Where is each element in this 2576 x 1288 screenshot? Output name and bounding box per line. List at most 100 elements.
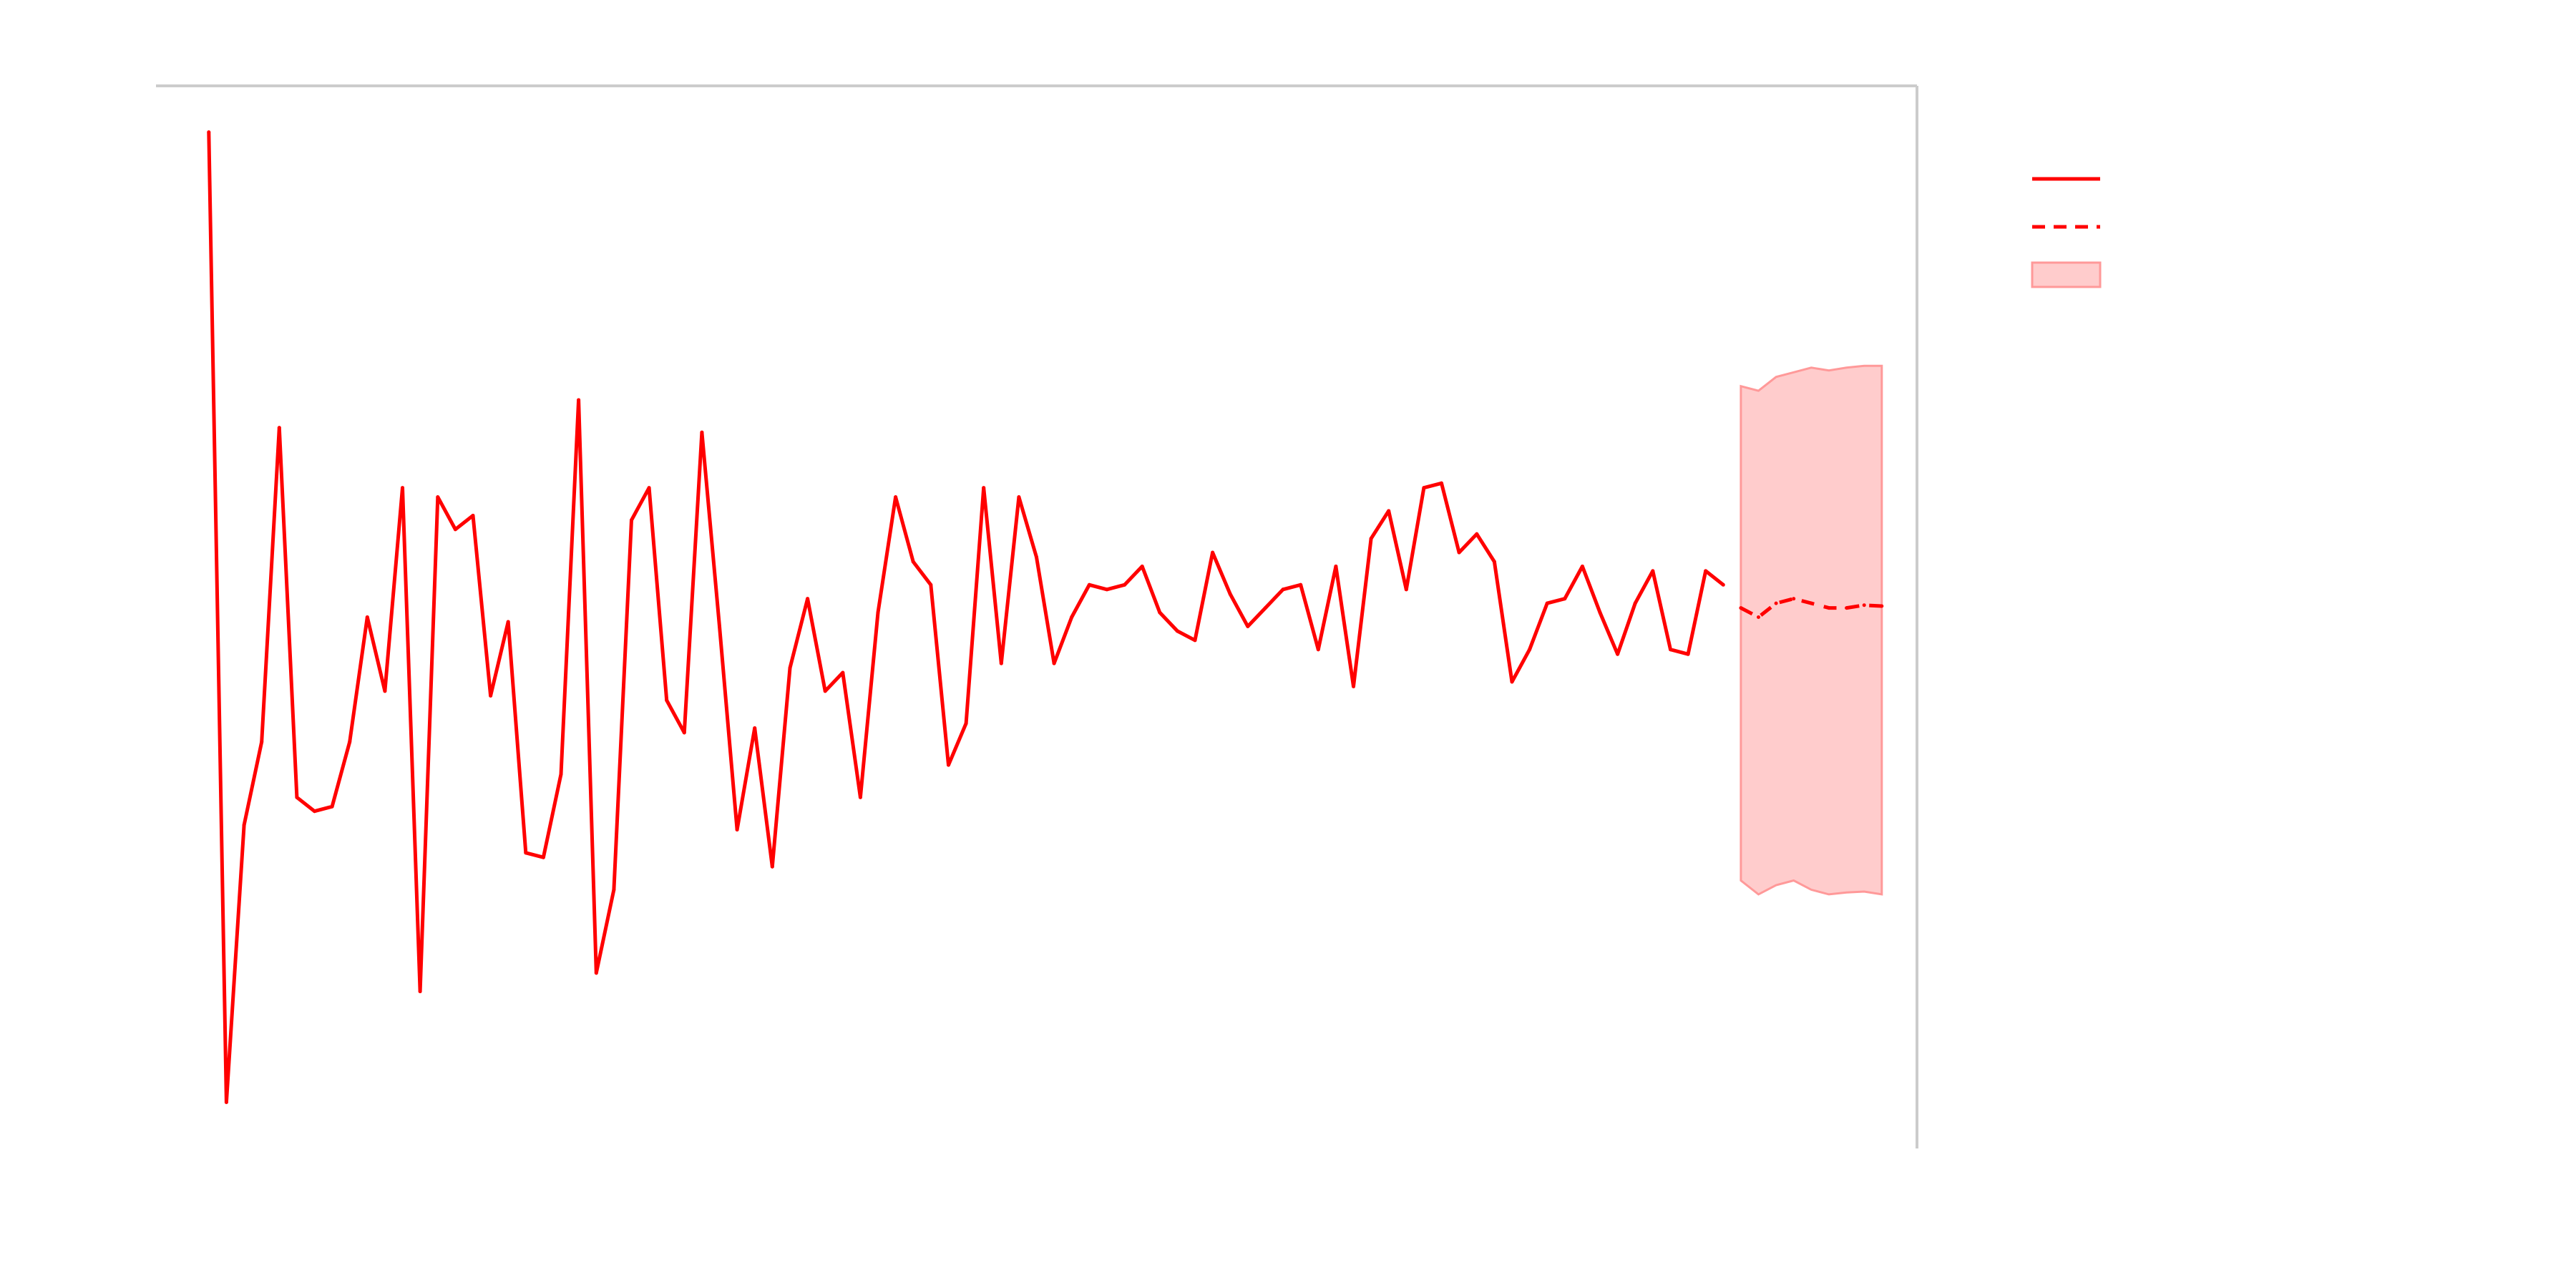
observed-point-4 [277,426,281,430]
observed-point-40 [911,560,915,564]
observed-point-13 [436,495,440,499]
observed-point-35 [823,689,827,693]
observed-point-82 [1651,569,1655,573]
observed-point-7 [330,804,334,809]
observed-point-2 [242,823,246,827]
observed-point-10 [383,689,387,693]
observed-point-20 [559,772,563,776]
observed-point-36 [841,670,845,675]
observed-point-27 [682,731,686,735]
observed-point-56 [1193,638,1197,643]
observed-point-34 [806,597,810,601]
observed-point-79 [1598,610,1602,615]
observed-point-75 [1528,648,1532,652]
observed-point-83 [1669,648,1672,652]
forecast-point-6 [1845,606,1849,610]
observed-point-14 [453,527,457,532]
observed-point-50 [1087,582,1091,587]
observed-point-32 [770,864,774,869]
observed-point-25 [647,486,651,490]
observed-point-28 [700,430,704,434]
observed-point-48 [1052,661,1056,665]
forecast-point-4 [1809,601,1813,605]
observed-point-37 [858,795,862,799]
observed-point-31 [753,726,757,730]
observed-point-45 [999,661,1003,665]
observed-point-71 [1457,550,1461,555]
observed-point-1 [224,1100,228,1104]
observed-point-60 [1263,606,1267,610]
observed-point-38 [876,610,880,615]
observed-point-8 [348,740,352,744]
observed-point-17 [506,620,510,624]
observed-point-70 [1440,481,1443,485]
observed-point-39 [894,495,898,499]
observed-point-24 [630,518,633,522]
observed-point-18 [524,851,528,855]
forecast-point-7 [1862,603,1866,608]
observed-point-30 [735,828,739,831]
observed-point-22 [594,971,598,975]
observed-point-47 [1035,555,1038,560]
observed-point-58 [1228,592,1232,596]
observed-point-9 [365,615,369,619]
observed-point-62 [1299,582,1303,587]
confidence-interval-band [1740,364,1883,896]
observed-point-78 [1580,565,1584,568]
forecast-point-1 [1757,615,1760,619]
observed-point-3 [260,740,264,744]
observed-point-63 [1316,648,1320,652]
observed-point-86 [1721,582,1725,587]
observed-point-16 [489,693,493,698]
forecast-point-8 [1880,604,1884,608]
forecast-point-2 [1774,601,1778,605]
observed-point-53 [1140,565,1144,568]
observed-point-65 [1352,684,1355,688]
observed-point-80 [1616,652,1620,656]
observed-point-81 [1633,601,1637,605]
forecast-point-5 [1827,606,1831,610]
observed-point-57 [1211,550,1215,555]
observed-point-72 [1475,532,1479,536]
plot-area [156,84,1918,1148]
observed-point-85 [1704,569,1708,573]
observed-series-line [207,132,1724,1104]
observed-point-69 [1422,486,1426,490]
observed-point-73 [1492,560,1496,564]
observed-point-11 [401,486,404,490]
observed-point-21 [577,398,581,402]
observed-point-84 [1686,652,1690,656]
observed-point-29 [718,624,721,628]
observed-point-68 [1404,587,1408,592]
observed-point-46 [1017,495,1021,499]
observed-point-77 [1563,597,1567,601]
observed-point-41 [929,582,933,587]
observed-point-19 [541,855,545,859]
observed-point-0 [207,130,211,135]
observed-point-51 [1105,587,1109,592]
legend [2031,177,2102,288]
observed-series-points [207,130,1725,1104]
observed-point-6 [313,809,316,814]
observed-point-43 [964,721,968,726]
observed-point-66 [1369,537,1373,541]
observed-point-61 [1281,587,1285,592]
observed-point-42 [947,763,950,767]
observed-point-67 [1387,509,1391,513]
observed-point-15 [471,514,475,517]
observed-point-52 [1123,582,1127,587]
forecast-point-0 [1739,606,1743,610]
observed-point-54 [1158,610,1162,615]
legend-swatch-band [2031,261,2102,288]
observed-point-5 [295,795,299,799]
observed-point-44 [982,486,986,490]
forecast-series-points [1739,597,1884,619]
observed-point-26 [665,698,669,703]
observed-point-12 [418,990,422,993]
observed-point-33 [788,666,792,670]
forecast-point-3 [1792,597,1796,601]
observed-point-74 [1510,680,1514,684]
observed-point-23 [612,887,616,892]
observed-point-55 [1175,629,1179,633]
